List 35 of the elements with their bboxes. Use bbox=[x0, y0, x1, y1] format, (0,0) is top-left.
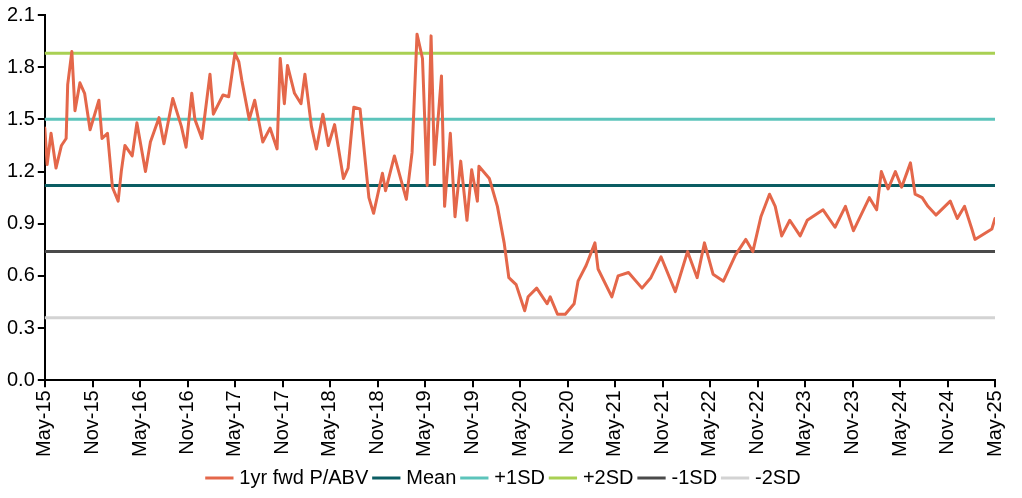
x-tick-label: May-17 bbox=[222, 390, 245, 458]
y-tick-label: 0.0 bbox=[6, 367, 35, 390]
x-tick-label: Nov-19 bbox=[460, 390, 483, 455]
y-tick-label: 0.3 bbox=[6, 315, 35, 338]
x-tick-label: Nov-23 bbox=[840, 390, 863, 455]
y-tick-label: 1.5 bbox=[6, 106, 35, 129]
y-tick-label: 2.1 bbox=[6, 2, 35, 25]
x-tick-label: May-21 bbox=[602, 390, 625, 458]
x-tick-label: Nov-22 bbox=[745, 390, 768, 455]
x-tick-label: Nov-18 bbox=[365, 390, 388, 455]
x-tick-label: Nov-24 bbox=[935, 390, 958, 455]
x-tick-label: Nov-17 bbox=[270, 390, 293, 455]
legend-label: -2SD bbox=[755, 465, 801, 488]
x-tick-label: Nov-21 bbox=[650, 390, 673, 455]
legend-label: +2SD bbox=[582, 465, 634, 488]
x-tick-label: May-18 bbox=[317, 390, 340, 458]
x-tick-label: May-19 bbox=[412, 390, 435, 458]
x-tick-label: May-20 bbox=[507, 390, 530, 458]
y-tick-label: 0.9 bbox=[6, 211, 35, 234]
x-tick-label: May-16 bbox=[127, 390, 150, 458]
legend-label: Mean bbox=[406, 465, 457, 488]
x-tick-label: May-25 bbox=[982, 390, 1005, 458]
y-tick-label: 1.8 bbox=[6, 54, 35, 77]
y-tick-label: 1.2 bbox=[6, 159, 35, 182]
legend-label: +1SD bbox=[494, 465, 545, 488]
x-tick-label: Nov-15 bbox=[80, 390, 103, 455]
x-tick-label: May-24 bbox=[887, 390, 910, 458]
x-tick-label: Nov-16 bbox=[175, 390, 198, 455]
legend-label: 1yr fwd P/ABV bbox=[239, 465, 369, 488]
x-tick-label: May-22 bbox=[697, 390, 720, 458]
y-tick-label: 0.6 bbox=[6, 263, 35, 286]
x-tick-label: May-15 bbox=[32, 390, 55, 458]
x-tick-label: May-23 bbox=[792, 390, 815, 458]
x-tick-label: Nov-20 bbox=[555, 390, 578, 455]
legend-label: -1SD bbox=[671, 465, 718, 488]
